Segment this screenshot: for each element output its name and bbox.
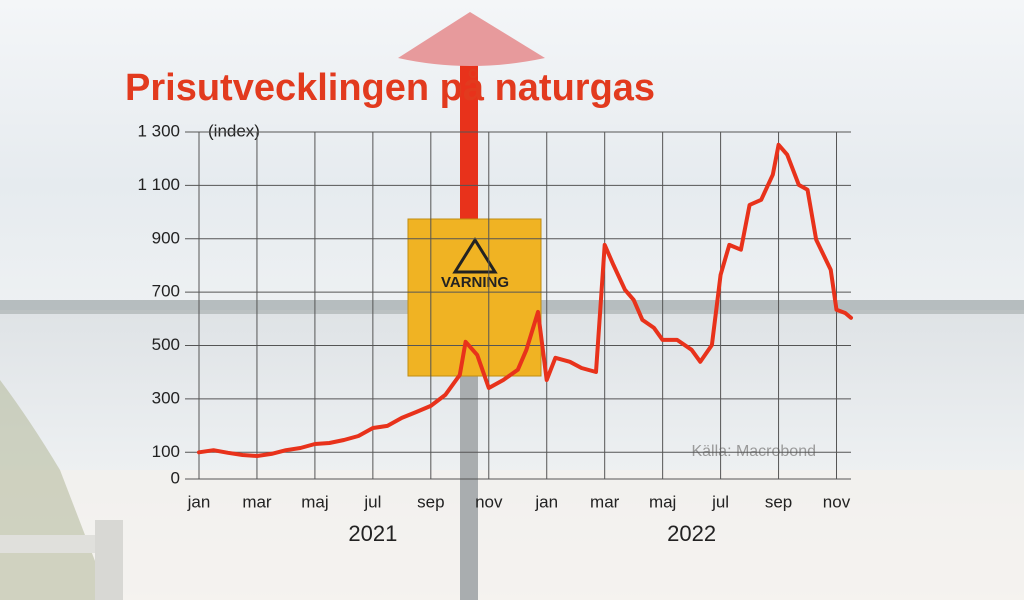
x-tick-label: maj bbox=[649, 492, 676, 511]
y-axis-label: (index) bbox=[208, 121, 260, 140]
x-tick-label: jan bbox=[534, 492, 558, 511]
y-tick-label: 500 bbox=[152, 335, 180, 354]
x-tick-label: sep bbox=[765, 492, 792, 511]
price-line bbox=[197, 142, 853, 458]
x-group-label: 2021 bbox=[348, 521, 397, 546]
y-tick-label: 1 300 bbox=[137, 121, 180, 140]
x-tick-label: nov bbox=[475, 492, 503, 511]
x-tick-label: maj bbox=[301, 492, 328, 511]
y-tick-label: 300 bbox=[152, 388, 180, 407]
x-group-label: 2022 bbox=[667, 521, 716, 546]
y-tick-label: 100 bbox=[152, 442, 180, 461]
source: Källa: Macrobond bbox=[691, 443, 816, 460]
y-tick-label: 1 100 bbox=[137, 175, 180, 194]
y-tick-label: 0 bbox=[171, 468, 180, 487]
y-tick-label: 700 bbox=[152, 282, 180, 301]
x-tick-label: sep bbox=[417, 492, 444, 511]
chart-title: Prisutvecklingen på naturgas bbox=[125, 67, 655, 109]
x-tick-label: jul bbox=[363, 492, 381, 511]
x-tick-label: mar bbox=[590, 492, 620, 511]
x-tick-label: nov bbox=[823, 492, 851, 511]
x-tick-label: mar bbox=[242, 492, 272, 511]
x-tick-label: jan bbox=[187, 492, 211, 511]
x-tick-label: jul bbox=[711, 492, 729, 511]
y-tick-label: 900 bbox=[152, 228, 180, 247]
svg-text:VARNING: VARNING bbox=[441, 274, 509, 291]
